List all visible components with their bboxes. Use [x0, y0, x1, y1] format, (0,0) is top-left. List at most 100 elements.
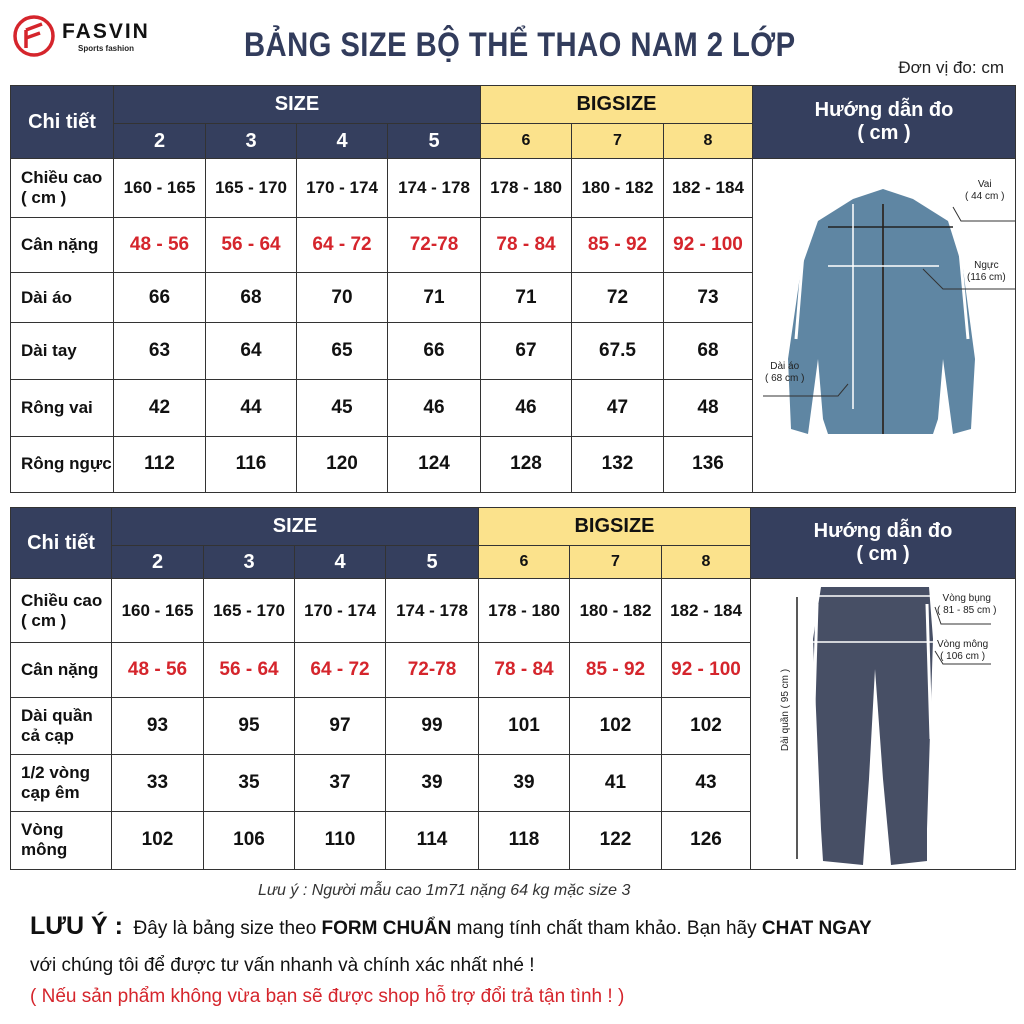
cell-value: 67	[480, 322, 572, 380]
cell-value: 102	[661, 697, 751, 755]
cell-value: 63	[113, 322, 206, 380]
row-label: Rông ngực	[10, 435, 114, 494]
table-row: Rông ngực 112 116 120 124 128 132 136	[10, 435, 1016, 494]
cell-value: 78 - 84	[478, 642, 570, 699]
cell-value: 71	[480, 272, 572, 324]
measure-guide: Vai( 44 cm ) Ngực (116 cm) Dài áo( 68 cm )	[752, 158, 1016, 493]
size-4: 4	[294, 545, 386, 579]
footer-line-3: ( Nếu sản phẩm không vừa bạn sẽ được sho…	[30, 986, 625, 1007]
cell-value: 112	[113, 435, 206, 494]
table-row: Dài tay 63 64 65 66 67 67.5 68	[10, 322, 1016, 380]
cell-value: 170 - 174	[296, 157, 388, 219]
page-title: BẢNG SIZE BỘ THỂ THAO NAM 2 LỚP	[244, 26, 796, 64]
cell-value: 43	[661, 753, 751, 812]
cell-value: 99	[385, 697, 479, 755]
cell-value: 160 - 165	[113, 157, 206, 219]
cell-value: 180 - 182	[571, 157, 664, 219]
cell-value: 65	[296, 322, 388, 380]
cell-value: 92 - 100	[663, 217, 753, 274]
cell-value: 72-78	[385, 642, 479, 699]
cell-value: 170 - 174	[294, 577, 386, 644]
waist-annotation: Vòng bụng( 81 - 85 cm )	[937, 593, 997, 616]
cell-value: 48 - 56	[111, 642, 204, 699]
size-6: 6	[478, 545, 570, 579]
hip-annotation: Vòng mông( 106 cm )	[937, 639, 989, 662]
cell-value: 93	[111, 697, 204, 755]
unit-label: Đơn vị đo: cm	[898, 58, 1004, 77]
footer-text: mang tính chất tham khảo. Bạn hãy	[456, 918, 757, 939]
cell-value: 64 - 72	[296, 217, 388, 274]
cell-value: 42	[113, 378, 206, 437]
cell-value: 178 - 180	[480, 157, 572, 219]
table-row: Dài áo 66 68 70 71 71 72 73	[10, 272, 1016, 324]
table-row: Rông vai 42 44 45 46 46 47 48	[10, 378, 1016, 437]
size-header: SIZE	[113, 85, 481, 124]
cell-value: 160 - 165	[111, 577, 204, 644]
cell-value: 48 - 56	[113, 217, 206, 274]
cell-value: 102	[111, 810, 204, 871]
cell-value: 122	[569, 810, 662, 871]
label-line: Dài quần	[21, 706, 93, 725]
size-3: 3	[203, 545, 295, 579]
pants-image	[796, 587, 991, 865]
guide-header: Hướng dẫn đo( cm )	[752, 85, 1016, 159]
table-row: Cân nặng 48 - 56 56 - 64 64 - 72 72-78 78 - 8…	[10, 642, 1016, 699]
cell-value: 116	[205, 435, 297, 494]
label-line: Chiều cao	[21, 168, 103, 188]
cell-value: 48	[663, 378, 753, 437]
cell-value: 64 - 72	[294, 642, 386, 699]
cell-value: 97	[294, 697, 386, 755]
guide-title: Hướng dẫn đo	[814, 99, 954, 121]
guide-unit: ( cm )	[857, 122, 911, 144]
size-2: 2	[113, 123, 206, 159]
detail-header: Chi tiết	[10, 507, 112, 579]
cell-value: 67.5	[571, 322, 664, 380]
footer-line-2: với chúng tôi để được tư vấn nhanh và ch…	[30, 955, 535, 976]
table-row: Chiều cao( cm ) 160 - 165 165 - 170 170 - 1…	[10, 577, 1016, 870]
model-note: Lưu ý : Người mẫu cao 1m71 nặng 64 kg mặ…	[258, 882, 631, 899]
footer-line-1: LƯU Ý : Đây là bảng size theo FORM CHUẨN…	[30, 912, 872, 941]
guide-title: Hướng dẫn đo	[813, 520, 953, 542]
cell-value: 56 - 64	[203, 642, 295, 699]
cell-value: 128	[480, 435, 572, 494]
cell-value: 182 - 184	[663, 157, 753, 219]
cell-value: 120	[296, 435, 388, 494]
size-8: 8	[661, 545, 751, 579]
size-7: 7	[571, 123, 664, 159]
row-label: Cân nặng	[10, 642, 112, 699]
cell-value: 71	[387, 272, 481, 324]
detail-header: Chi tiết	[10, 85, 114, 159]
cell-value: 41	[569, 753, 662, 812]
shoulder-annotation: Vai( 44 cm )	[965, 179, 1005, 202]
cell-value: 72-78	[387, 217, 481, 274]
row-label: Dài quần cả cạp	[10, 697, 112, 755]
label-line: Rông vai	[21, 397, 93, 417]
cell-value: 33	[111, 753, 204, 812]
size-7: 7	[569, 545, 662, 579]
cell-value: 68	[205, 272, 297, 324]
cell-value: 132	[571, 435, 664, 494]
row-label: Vòng mông	[10, 810, 112, 871]
size-6: 6	[480, 123, 572, 159]
cell-value: 66	[113, 272, 206, 324]
size-5: 5	[385, 545, 479, 579]
chest-annotation: Ngực (116 cm)	[967, 260, 1006, 283]
cell-value: 124	[387, 435, 481, 494]
brand-logo	[13, 15, 55, 57]
label-line: mông	[21, 840, 68, 860]
size-5: 5	[387, 123, 481, 159]
jacket-size-table: Chi tiết SIZE BIGSIZE Hướng dẫn đo( cm )…	[10, 85, 1016, 494]
row-label: Dài tay	[10, 322, 114, 380]
label-line: Dài tay	[21, 341, 77, 361]
guide-header: Hướng dẫn đo( cm )	[750, 507, 1016, 579]
label-line: cả cạp	[21, 726, 74, 745]
cell-value: 106	[203, 810, 295, 871]
row-label: Rông vai	[10, 378, 114, 437]
cell-value: 165 - 170	[203, 577, 295, 644]
chat-ngay: CHAT NGAY	[761, 918, 872, 939]
row-label: Chiều cao( cm )	[10, 157, 114, 219]
cell-value: 56 - 64	[205, 217, 297, 274]
cell-value: 46	[480, 378, 572, 437]
length-annotation: Dài áo( 68 cm )	[765, 361, 805, 384]
cell-value: 37	[294, 753, 386, 812]
